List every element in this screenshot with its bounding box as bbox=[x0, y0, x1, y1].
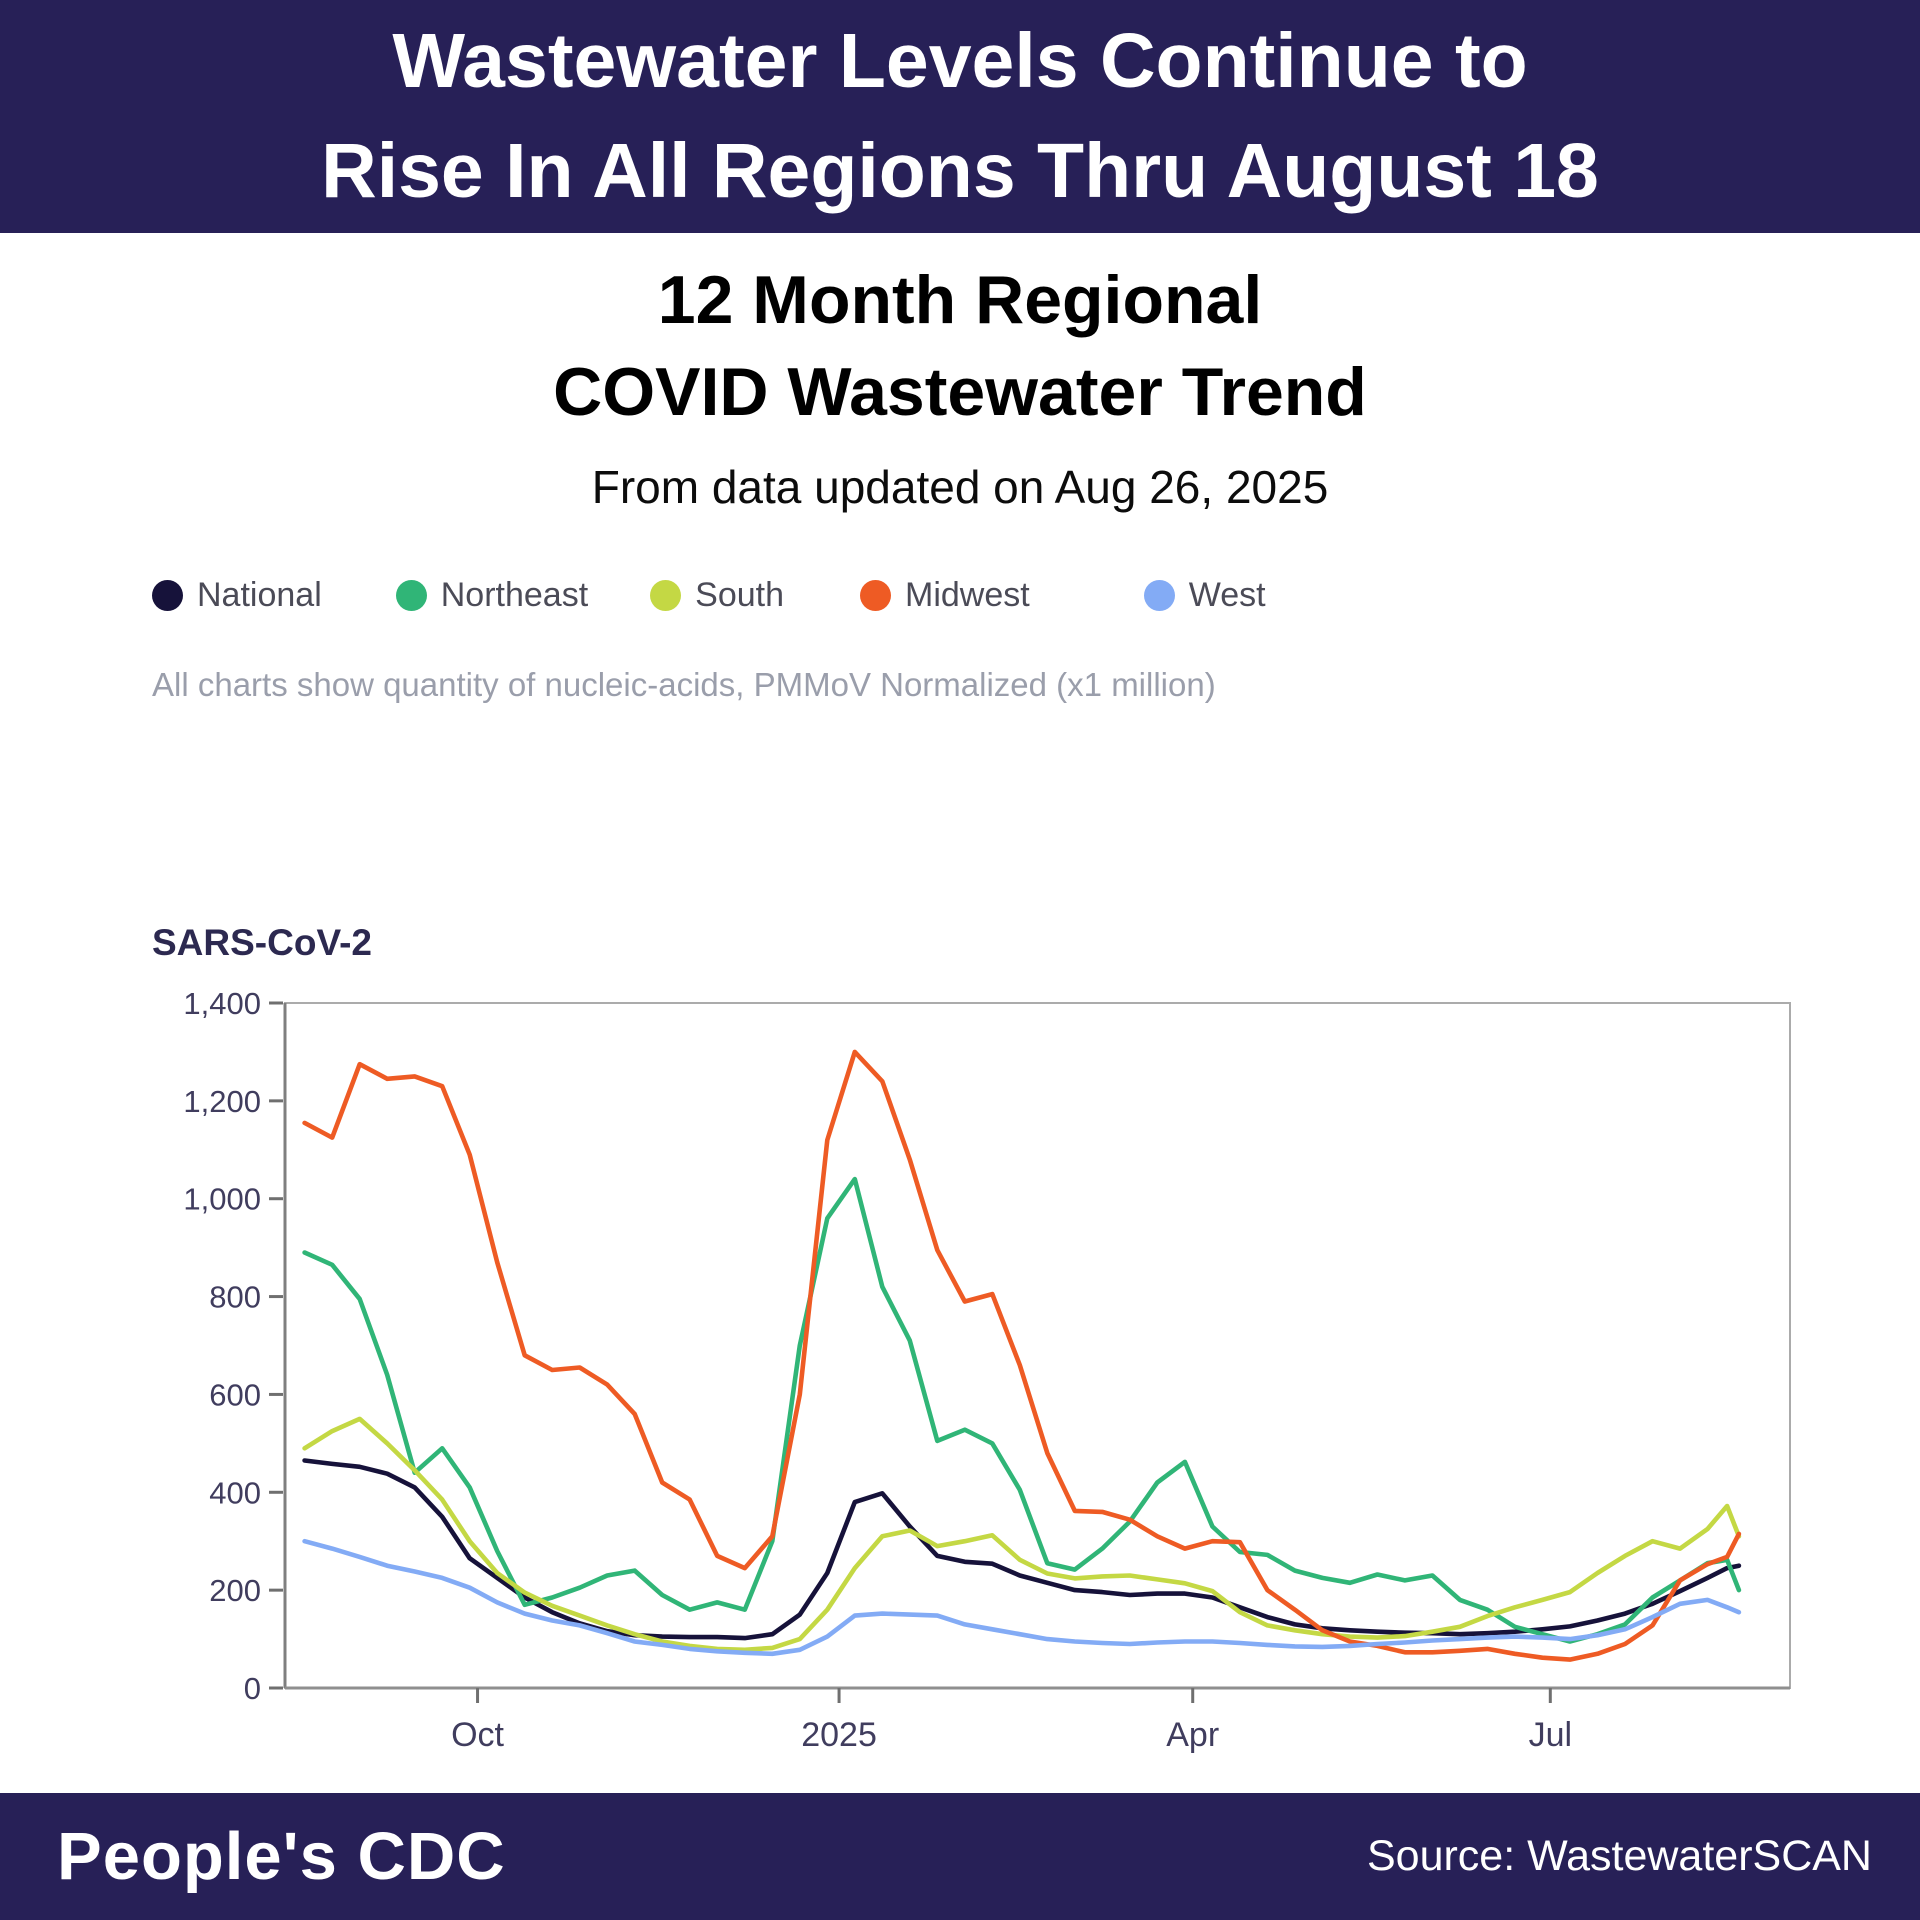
legend-dot-midwest-icon bbox=[860, 580, 892, 611]
series-line-west bbox=[302, 1538, 1742, 1657]
legend-item-west: West bbox=[1143, 576, 1266, 615]
series-line-northeast bbox=[302, 1176, 1742, 1644]
x-tick-label: Oct bbox=[451, 1716, 504, 1754]
footer-source: Source: WastewaterSCAN bbox=[1366, 1832, 1872, 1880]
series-line-south bbox=[302, 1416, 1742, 1653]
series-line-national bbox=[302, 1458, 1742, 1641]
legend-label-midwest: Midwest bbox=[905, 576, 1030, 614]
legend-label-northeast: Northeast bbox=[440, 576, 589, 614]
x-tick-label: Apr bbox=[1166, 1716, 1219, 1754]
legend-label-national: National bbox=[197, 576, 322, 614]
series-line-midwest bbox=[302, 1049, 1742, 1662]
legend-item-national: National bbox=[152, 576, 322, 615]
y-tick-label: 400 bbox=[209, 1475, 261, 1510]
footer-banner: People's CDC Source: WastewaterSCAN bbox=[0, 1793, 1920, 1920]
footer-brand: People's CDC bbox=[57, 1819, 506, 1894]
chart-legend: National Northeast South Midwest West bbox=[152, 576, 1266, 615]
header-title-line2: Rise In All Regions Thru August 18 bbox=[321, 127, 1599, 214]
legend-dot-national-icon bbox=[152, 580, 183, 611]
legend-dot-south-icon bbox=[650, 580, 682, 611]
y-tick-label: 200 bbox=[209, 1573, 261, 1608]
legend-item-south: South bbox=[650, 576, 784, 615]
legend-item-midwest: Midwest bbox=[860, 576, 1030, 615]
chart-note: All charts show quantity of nucleic-acid… bbox=[152, 666, 1216, 703]
y-tick-label: 1,000 bbox=[183, 1182, 261, 1217]
page-title: 12 Month Regional COVID Wastewater Trend bbox=[0, 255, 1920, 439]
y-tick-label: 800 bbox=[209, 1280, 261, 1315]
subtitle: From data updated on Aug 26, 2025 bbox=[591, 461, 1329, 513]
y-tick-label: 1,200 bbox=[183, 1084, 261, 1119]
page-title-line2: COVID Wastewater Trend bbox=[553, 353, 1367, 430]
x-tick-label: 2025 bbox=[801, 1716, 877, 1754]
legend-dot-west-icon bbox=[1143, 580, 1175, 611]
wastewater-trend-chart: 0 200 400 600 800 1,000 1,200 1,400 Oct 2025 Apr Ju… bbox=[183, 986, 1791, 1754]
chart-title: SARS-CoV-2 bbox=[152, 922, 372, 963]
legend-label-south: South bbox=[695, 576, 785, 614]
legend-item-northeast: Northeast bbox=[395, 576, 589, 615]
legend-dot-northeast-icon bbox=[395, 580, 427, 611]
y-tick-label: 0 bbox=[244, 1671, 261, 1706]
x-tick-label: Jul bbox=[1529, 1716, 1572, 1754]
legend-label-west: West bbox=[1188, 576, 1266, 614]
page-title-line1: 12 Month Regional bbox=[657, 262, 1263, 338]
y-tick-label: 600 bbox=[209, 1377, 261, 1412]
header-title-line1: Wastewater Levels Continue to bbox=[392, 18, 1528, 105]
y-tick-label: 1,400 bbox=[183, 986, 261, 1021]
header-banner: Wastewater Levels Continue to Rise In Al… bbox=[0, 0, 1920, 233]
